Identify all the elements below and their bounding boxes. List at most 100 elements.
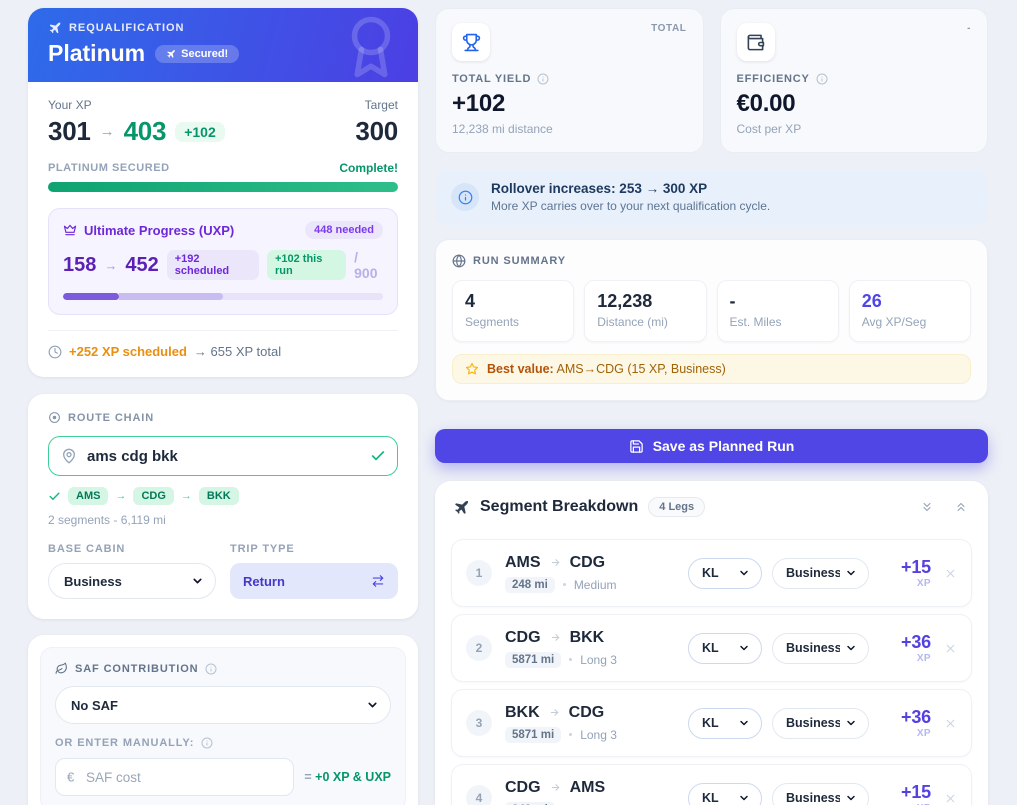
airline-select[interactable]: KL <box>688 707 762 739</box>
check-icon <box>370 448 386 464</box>
your-xp-label: Your XP <box>48 98 92 112</box>
segment-distance-badge: 248 mi <box>505 801 555 805</box>
requalification-header: REQUALIFICATION Platinum Secured! <box>28 8 418 82</box>
segment-category: Medium <box>574 803 617 805</box>
xp-unit-label: XP <box>883 803 931 805</box>
equals-sign: = <box>304 770 312 784</box>
currency-symbol: € <box>67 769 75 785</box>
summary-tile-est-miles: - Est. Miles <box>716 280 839 342</box>
rollover-banner: Rollover increases: 253 → 300 XP More XP… <box>435 170 988 225</box>
check-icon <box>48 490 61 503</box>
airport-chip: CDG <box>133 487 174 505</box>
airline-select[interactable]: KL <box>688 782 762 805</box>
efficiency-badge: - <box>967 23 971 34</box>
info-icon <box>451 183 479 211</box>
remove-segment-button[interactable] <box>944 642 957 655</box>
airport-chip: BKK <box>198 487 239 505</box>
crown-icon <box>63 223 77 237</box>
arrow-right-icon <box>550 557 561 568</box>
segment-origin: AMS <box>505 553 541 571</box>
saf-cost-card: SAF CONTRIBUTION No SAF OR ENTER MANUALL… <box>28 635 418 805</box>
chevrons-up-icon <box>954 500 968 514</box>
arrow-right-icon: → <box>115 490 127 502</box>
save-planned-run-button[interactable]: Save as Planned Run <box>435 429 988 463</box>
manual-entry-label: OR ENTER MANUALLY: <box>55 737 195 749</box>
best-value-banner: Best value: AMS→CDG (15 XP, Business) <box>452 354 971 384</box>
segment-breakdown-title: Segment Breakdown <box>480 498 639 515</box>
segment-category: Long 3 <box>580 727 617 742</box>
run-summary-card: RUN SUMMARY 4 Segments 12,238 Distance (… <box>435 239 988 401</box>
progress-status: Complete! <box>339 161 398 175</box>
legs-count-badge: 4 Legs <box>648 497 706 517</box>
best-value-text: AMS→CDG (15 XP, Business) <box>556 362 726 376</box>
plane-icon <box>166 49 176 59</box>
save-icon <box>629 439 644 454</box>
remove-segment-button[interactable] <box>944 792 957 805</box>
segment-row: 2 CDG BKK 5871 mi Long 3 KL Business <box>451 614 972 682</box>
qualification-progress-bar <box>48 182 398 192</box>
total-yield-card: TOTAL TOTAL YIELD +102 12,238 mi distanc… <box>435 8 704 153</box>
remove-segment-button[interactable] <box>944 717 957 730</box>
dot-separator <box>569 733 573 736</box>
xp-current: 301 <box>48 116 91 146</box>
run-summary-label: RUN SUMMARY <box>473 255 566 267</box>
star-icon <box>465 362 479 376</box>
trip-type-label: TRIP TYPE <box>230 543 295 555</box>
segment-xp-value: +36 <box>901 632 931 652</box>
saf-cost-input[interactable] <box>55 758 295 796</box>
info-icon <box>816 73 828 85</box>
collapse-all-button[interactable] <box>918 498 936 516</box>
base-cabin-select[interactable]: Business <box>48 563 216 599</box>
cabin-select[interactable]: Business <box>772 782 869 805</box>
xp-gain-badge: +102 <box>175 121 225 142</box>
progress-label: PLATINUM SECURED <box>48 162 170 174</box>
airline-select[interactable]: KL <box>688 557 762 589</box>
info-icon <box>205 663 217 675</box>
chevrons-down-icon <box>920 500 934 514</box>
circle-dot-icon <box>48 411 61 424</box>
total-yield-label: TOTAL YIELD <box>452 73 532 85</box>
efficiency-sub: Cost per XP <box>736 122 802 136</box>
best-value-label: Best value: <box>487 362 554 376</box>
summary-tile-avg-xp: 26 Avg XP/Seg <box>848 280 971 342</box>
segment-distance-badge: 248 mi <box>505 576 555 593</box>
trip-type-toggle[interactable]: Return <box>230 563 398 599</box>
xp-unit-label: XP <box>916 578 931 589</box>
base-cabin-label: BASE CABIN <box>48 543 126 555</box>
segment-number: 4 <box>466 785 492 805</box>
cabin-select[interactable]: Business <box>772 707 869 739</box>
segment-row: 1 AMS CDG 248 mi Medium KL Business <box>451 539 972 607</box>
total-yield-value: +102 <box>452 90 506 117</box>
segment-origin: CDG <box>505 628 541 646</box>
segment-xp-value: +15 <box>901 557 931 577</box>
route-input[interactable] <box>48 436 398 476</box>
arrow-right-icon <box>549 707 560 718</box>
info-icon <box>201 737 213 749</box>
airline-select[interactable]: KL <box>688 632 762 664</box>
tier-name: Platinum <box>48 40 146 66</box>
expand-all-button[interactable] <box>952 498 970 516</box>
segment-category: Medium <box>573 577 617 592</box>
saf-label: SAF CONTRIBUTION <box>75 662 199 675</box>
plane-icon <box>453 499 470 516</box>
arrow-right-icon <box>550 782 561 793</box>
segment-destination: BKK <box>569 628 605 646</box>
rollover-title: Rollover increases: 253 → 300 XP <box>491 181 708 196</box>
cabin-select[interactable]: Business <box>772 632 869 664</box>
uxp-scheduled-badge: +192 scheduled <box>166 250 259 280</box>
route-chain-label: ROUTE CHAIN <box>68 411 155 424</box>
segment-row: 3 BKK CDG 5871 mi Long 3 KL Business <box>451 689 972 757</box>
segment-number: 2 <box>466 635 492 661</box>
remove-segment-button[interactable] <box>944 567 957 580</box>
arrow-right-icon: → <box>99 123 115 140</box>
saf-select[interactable]: No SAF <box>55 686 391 724</box>
segment-number: 1 <box>466 560 492 586</box>
plane-icon <box>48 21 62 35</box>
requalification-card: REQUALIFICATION Platinum Secured! Your X… <box>28 8 418 377</box>
cabin-select[interactable]: Business <box>772 557 869 589</box>
uxp-panel: Ultimate Progress (UXP) 448 needed 158 →… <box>48 208 398 315</box>
route-chain-card: ROUTE CHAIN AMS → CDG → BKK 2 segments -… <box>28 394 418 619</box>
segment-destination: CDG <box>568 703 605 721</box>
segment-category: Long 3 <box>580 652 617 667</box>
